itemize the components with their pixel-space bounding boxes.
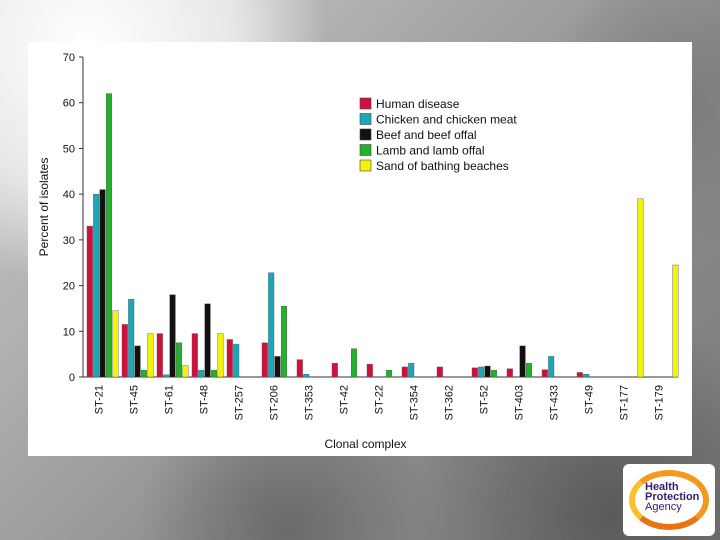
legend-label-4: Sand of bathing beaches	[376, 159, 509, 173]
bar-st-45-1	[128, 299, 135, 378]
bar-st-61-2	[169, 294, 176, 378]
bar-st-52-1	[478, 366, 485, 378]
x-tick-label: ST-49	[584, 385, 596, 414]
bar-st-403-0	[506, 368, 513, 378]
x-tick-label: ST-257	[234, 385, 246, 420]
bar-st-21-1	[93, 193, 100, 378]
legend-label-3: Lamb and lamb offal	[376, 144, 485, 158]
bar-st-45-4	[147, 333, 154, 378]
logo-line-1: Health	[645, 481, 679, 493]
y-tick-label: 70	[63, 52, 75, 64]
bar-st-52-2	[484, 365, 491, 378]
legend-swatch-3	[359, 144, 372, 156]
x-tick-label: ST-433	[549, 385, 561, 420]
y-axis-title: Percent of isolates	[37, 158, 51, 257]
logo-line-3: Agency	[645, 501, 682, 513]
y-tick-label: 50	[63, 143, 75, 155]
chart-panel: 0 10 20 30 40 50 60 70 ST-21 ST-45 ST-61 ST-48 ST-25…	[28, 42, 692, 456]
legend-swatch-4	[359, 159, 372, 172]
bar-st-179-4	[672, 264, 679, 378]
bar-st-61-1	[163, 374, 170, 378]
bar-st-403-2	[519, 345, 526, 378]
bar-st-45-3	[140, 369, 147, 378]
bar-st-403-3	[526, 363, 533, 378]
bar-st-433-1	[548, 356, 555, 378]
bar-st-48-0	[191, 333, 198, 378]
x-tick-label: ST-403	[514, 385, 526, 420]
bar-st-206-1	[268, 272, 275, 378]
logo-ring-icon	[629, 470, 709, 530]
clonal-complex-bar-chart: 0 10 20 30 40 50 60 70 ST-21 ST-45 ST-61 ST-48 ST-25…	[37, 52, 679, 451]
x-tick-label: ST-61	[164, 385, 176, 414]
legend-label-2: Beef and beef offal	[376, 128, 477, 142]
x-tick-label: ST-52	[479, 385, 491, 414]
bar-st-52-0	[471, 367, 478, 378]
bar-st-22-0	[366, 364, 373, 378]
x-tick-label: ST-353	[304, 385, 316, 420]
x-tick-label: ST-21	[94, 385, 106, 414]
x-tick-label: ST-42	[339, 385, 351, 414]
bar-st-45-0	[121, 324, 128, 378]
bar-st-48-2	[204, 303, 211, 378]
y-tick-label: 0	[69, 372, 75, 384]
x-tick-label: ST-177	[619, 385, 631, 420]
logo-text: Health Protection Agency	[645, 481, 711, 513]
bar-st-49-1	[583, 374, 590, 378]
bar-st-52-3	[491, 369, 498, 378]
bar-st-61-0	[156, 333, 163, 378]
x-tick-label: ST-179	[654, 385, 666, 420]
bar-st-206-3	[280, 305, 287, 378]
legend-swatch-0	[359, 97, 372, 110]
bar-st-42-3	[351, 348, 358, 378]
bar-st-48-1	[198, 369, 205, 378]
bar-st-49-0	[576, 372, 583, 378]
bar-st-354-0	[401, 366, 408, 378]
bar-st-206-2	[274, 356, 281, 378]
bar-st-353-0	[296, 359, 303, 378]
y-tick-label: 30	[63, 235, 75, 247]
bar-st-21-0	[86, 225, 93, 378]
bar-st-42-0	[331, 363, 338, 378]
bar-st-21-3	[105, 93, 112, 378]
bar-st-362-0	[436, 366, 443, 378]
bar-st-45-2	[134, 345, 141, 378]
y-tick-label: 60	[63, 98, 75, 110]
bar-st-61-4	[182, 365, 189, 378]
legend-swatch-2	[359, 128, 372, 141]
y-tick-label: 20	[63, 281, 75, 293]
bar-st-48-4	[217, 333, 224, 378]
legend-label-1: Chicken and chicken meat	[376, 113, 517, 127]
x-tick-label: ST-206	[269, 385, 281, 420]
bar-st-22-3	[386, 369, 393, 378]
bar-st-257-1	[233, 343, 240, 378]
health-protection-agency-logo: Health Protection Agency	[623, 464, 715, 536]
legend-label-0: Human disease	[376, 97, 460, 111]
legend-swatch-1	[359, 113, 372, 125]
bar-st-21-4	[112, 310, 119, 378]
bar-st-206-0	[261, 342, 268, 378]
x-tick-label: ST-22	[374, 385, 386, 414]
x-tick-label: ST-362	[444, 385, 456, 420]
bar-st-353-1	[303, 374, 310, 378]
bar-st-177-4	[637, 198, 644, 378]
bar-st-21-2	[99, 189, 106, 378]
x-axis-title: Clonal complex	[324, 437, 406, 451]
x-tick-label: ST-48	[199, 385, 211, 414]
bar-st-433-0	[541, 369, 548, 378]
bar-st-354-1	[408, 363, 415, 378]
bar-st-48-3	[210, 369, 217, 378]
x-tick-label: ST-354	[409, 385, 421, 420]
y-tick-label: 10	[63, 326, 75, 338]
bar-st-257-0	[226, 339, 233, 378]
bar-st-61-3	[175, 342, 182, 378]
y-tick-label: 40	[63, 189, 75, 201]
x-tick-label: ST-45	[129, 385, 141, 414]
logo-line-2: Protection	[645, 491, 700, 503]
